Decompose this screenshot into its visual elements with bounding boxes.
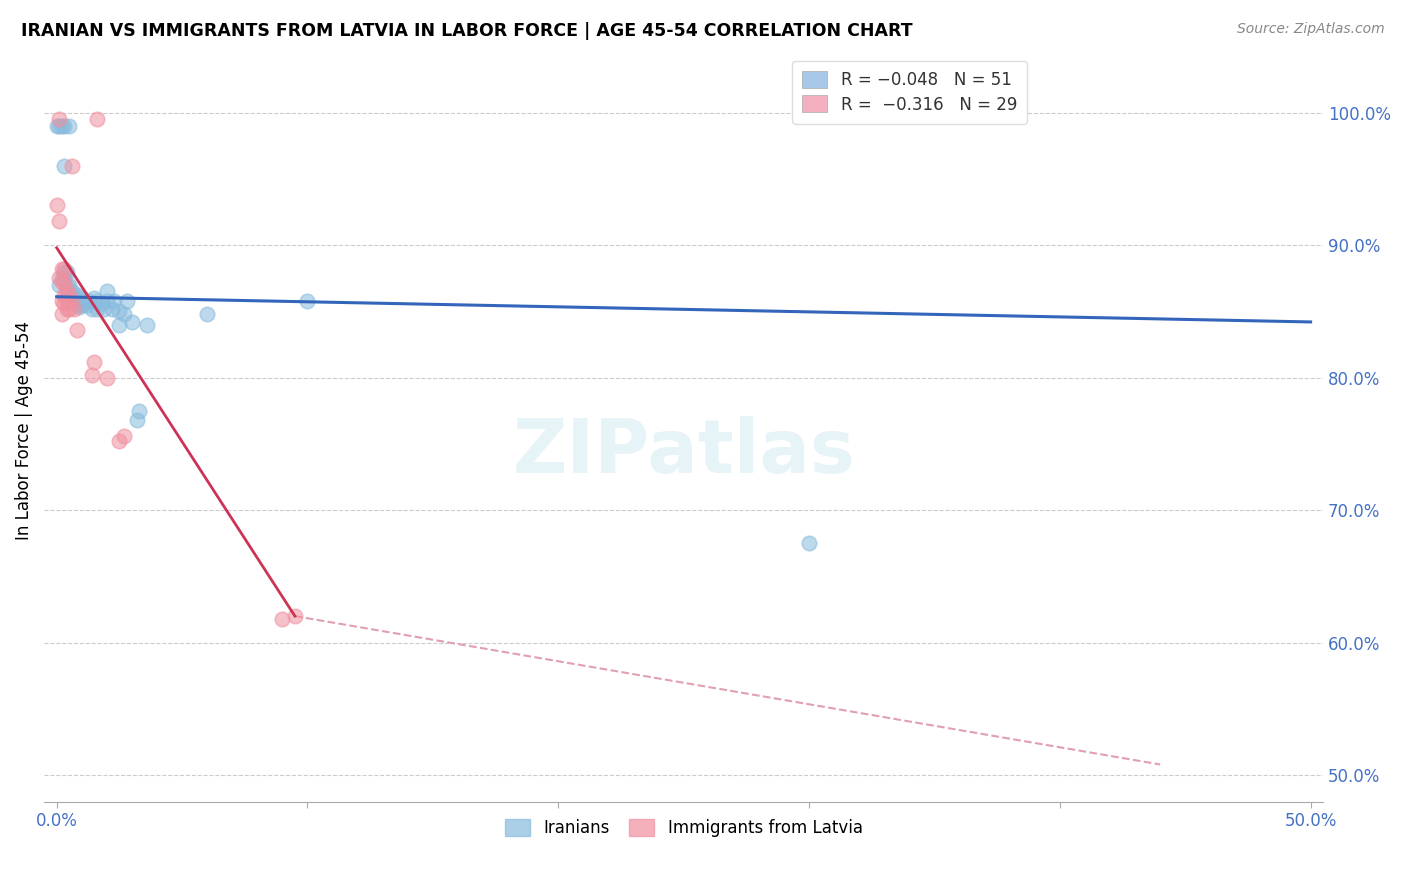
Point xyxy=(53,262,76,277)
Point xyxy=(101,301,124,316)
Point xyxy=(53,264,76,278)
Point xyxy=(63,293,86,308)
Point xyxy=(67,293,90,308)
Point xyxy=(108,434,131,449)
Point xyxy=(271,612,294,626)
Point xyxy=(58,301,80,316)
Point xyxy=(66,323,89,337)
Point xyxy=(70,291,93,305)
Point xyxy=(60,288,83,302)
Point xyxy=(48,214,70,228)
Point xyxy=(70,298,93,312)
Point xyxy=(51,307,73,321)
Point xyxy=(121,315,143,329)
Point xyxy=(86,112,108,127)
Point xyxy=(51,119,73,133)
Point xyxy=(53,119,76,133)
Point xyxy=(45,119,67,133)
Point xyxy=(60,285,83,299)
Point xyxy=(96,370,118,384)
Point xyxy=(58,285,80,299)
Point xyxy=(195,307,218,321)
Point xyxy=(83,291,105,305)
Text: Source: ZipAtlas.com: Source: ZipAtlas.com xyxy=(1237,22,1385,37)
Point xyxy=(96,293,118,308)
Point xyxy=(53,159,76,173)
Point xyxy=(66,298,89,312)
Point xyxy=(998,105,1021,120)
Point xyxy=(53,271,76,285)
Text: ZIPatlas: ZIPatlas xyxy=(512,417,855,490)
Point xyxy=(55,285,77,299)
Point xyxy=(76,298,98,312)
Point xyxy=(51,275,73,289)
Point xyxy=(797,536,820,550)
Point xyxy=(60,159,83,173)
Point xyxy=(80,301,103,316)
Point xyxy=(108,318,131,332)
Point xyxy=(48,112,70,127)
Point xyxy=(128,403,150,417)
Point xyxy=(53,296,76,310)
Point xyxy=(115,293,138,308)
Point xyxy=(86,301,108,316)
Point xyxy=(53,275,76,289)
Point xyxy=(284,609,307,624)
Point xyxy=(112,307,135,321)
Point xyxy=(58,288,80,302)
Point xyxy=(77,293,100,308)
Point xyxy=(103,293,125,308)
Point xyxy=(93,301,115,316)
Point xyxy=(67,301,90,315)
Point xyxy=(55,264,77,278)
Point xyxy=(96,285,118,299)
Point xyxy=(125,413,148,427)
Point xyxy=(63,291,86,305)
Point xyxy=(48,271,70,285)
Point xyxy=(297,293,319,308)
Point xyxy=(80,368,103,382)
Point xyxy=(53,288,76,302)
Legend: Iranians, Immigrants from Latvia: Iranians, Immigrants from Latvia xyxy=(496,810,870,846)
Text: IRANIAN VS IMMIGRANTS FROM LATVIA IN LABOR FORCE | AGE 45-54 CORRELATION CHART: IRANIAN VS IMMIGRANTS FROM LATVIA IN LAB… xyxy=(21,22,912,40)
Point xyxy=(55,283,77,297)
Point xyxy=(55,301,77,316)
Point xyxy=(51,293,73,308)
Point xyxy=(86,293,108,308)
Point xyxy=(58,119,80,133)
Y-axis label: In Labor Force | Age 45-54: In Labor Force | Age 45-54 xyxy=(15,321,32,540)
Point xyxy=(112,429,135,443)
Point xyxy=(48,119,70,133)
Point xyxy=(63,301,86,316)
Point xyxy=(83,354,105,368)
Point xyxy=(51,271,73,285)
Point xyxy=(66,288,89,302)
Point xyxy=(108,304,131,318)
Point xyxy=(51,262,73,277)
Point xyxy=(136,318,159,332)
Point xyxy=(55,293,77,308)
Point xyxy=(73,293,96,308)
Point xyxy=(55,277,77,292)
Point xyxy=(60,293,83,308)
Point xyxy=(58,277,80,292)
Point xyxy=(58,293,80,308)
Point xyxy=(45,198,67,212)
Point xyxy=(90,296,112,310)
Point xyxy=(48,277,70,292)
